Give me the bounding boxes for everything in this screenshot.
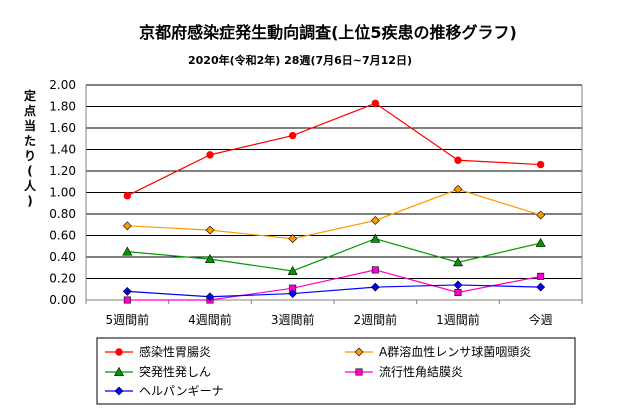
legend-label: ヘルパンギーナ (139, 384, 224, 398)
legend-label: 突発性発しん (139, 364, 211, 379)
data-point (452, 257, 464, 267)
data-point (453, 280, 463, 290)
legend-label: 感染性胃腸炎 (139, 344, 211, 359)
legend-marker (355, 368, 363, 376)
data-point (536, 282, 546, 292)
legend-label: A群溶血性レンサ球菌咽頭炎 (379, 344, 531, 359)
data-point (454, 156, 462, 164)
data-point (371, 99, 380, 107)
x-tick-label: 2週間前 (354, 312, 398, 327)
plot-area: 0.00 0.20 0.40 0.60 0.80 1.00 1.20 1.40 1.60 1.80… (24, 78, 583, 327)
data-point (206, 151, 214, 159)
y-tick-label: 1.40 (49, 143, 76, 157)
data-point (370, 233, 381, 243)
y-tick-label: 0.20 (49, 272, 76, 286)
data-point (288, 234, 298, 244)
series-line (127, 284, 541, 298)
data-point (288, 131, 297, 140)
y-tick-label: 0.00 (49, 293, 76, 307)
y-tick-label: 2.00 (49, 78, 76, 92)
data-point (123, 192, 132, 200)
y-tick-label: 0.80 (49, 207, 76, 221)
data-point (535, 237, 546, 247)
x-tick-label: 今週 (529, 312, 553, 327)
data-point (536, 160, 545, 169)
series-line (127, 188, 541, 240)
data-point (287, 265, 298, 275)
y-tick-label: 0.60 (49, 229, 76, 243)
y-tick-label: 1.00 (49, 186, 76, 200)
series-line (127, 269, 541, 301)
data-point (537, 272, 545, 280)
data-point (370, 216, 380, 225)
x-tick-label: 5週間前 (106, 312, 150, 327)
x-tick-label: 3週間前 (271, 312, 315, 327)
y-tick-label: 1.80 (49, 100, 76, 114)
y-tick-label: 0.40 (49, 250, 76, 264)
data-point (122, 286, 132, 296)
data-point (205, 292, 215, 302)
data-point (122, 246, 133, 256)
chart-title: 京都府感染症発生動向調査(上位5疾患の推移グラフ) (139, 23, 517, 42)
data-point (122, 221, 132, 231)
data-point (536, 210, 546, 220)
x-tick-label: 4週間前 (188, 312, 232, 327)
legend-marker (354, 347, 364, 357)
data-point (205, 225, 215, 235)
data-point (453, 184, 463, 194)
data-point (370, 282, 380, 292)
legend-marker (115, 348, 123, 356)
data-point (454, 288, 462, 296)
legend-marker (114, 386, 124, 396)
data-point (123, 296, 131, 304)
data-point (288, 289, 298, 298)
x-tick-label: 1週間前 (436, 312, 480, 327)
y-tick-label: 1.60 (49, 121, 76, 135)
legend-marker (113, 366, 125, 376)
series-line (127, 102, 541, 197)
y-tick-label: 1.20 (49, 164, 76, 178)
legend-box (96, 337, 576, 405)
y-axis-label: 定点当たり(人) (24, 88, 37, 208)
chart-subtitle: 2020年(令和2年) 28週(7月6日~7月12日) (188, 53, 412, 67)
data-point (204, 254, 216, 264)
legend-label: 流行性角結膜炎 (379, 365, 463, 379)
series-line (127, 238, 541, 272)
data-point (371, 266, 379, 274)
